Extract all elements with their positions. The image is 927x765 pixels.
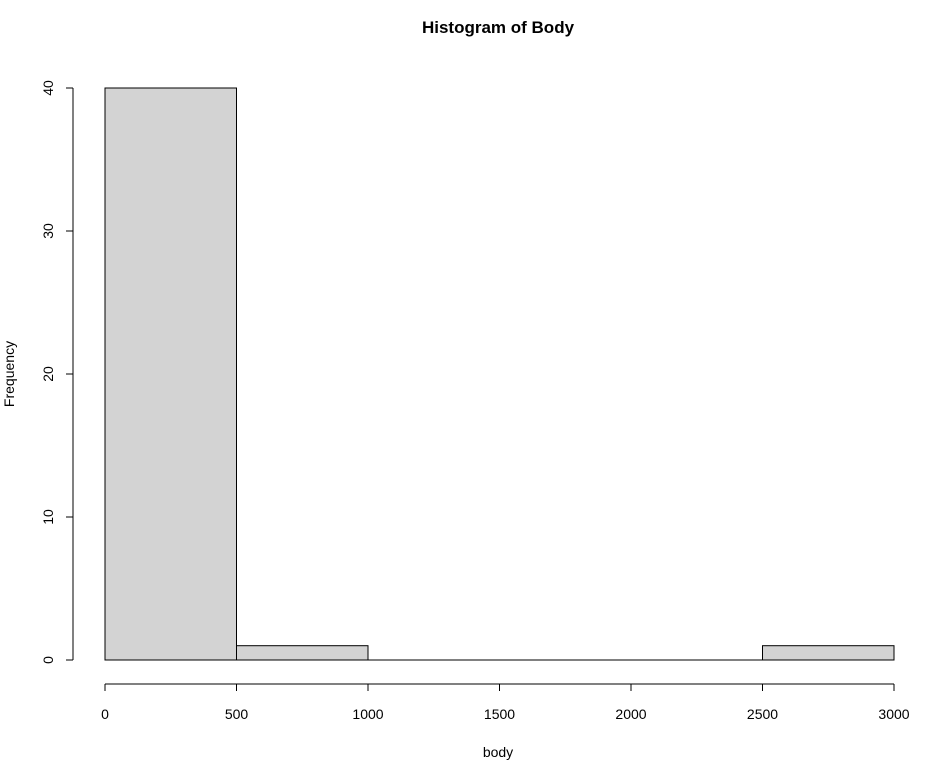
chart-title: Histogram of Body: [422, 18, 575, 37]
y-tick-label: 20: [40, 366, 56, 382]
histogram-bar-5: [762, 645, 895, 661]
y-tick-label: 10: [40, 509, 56, 525]
x-tick-label: 0: [101, 706, 109, 722]
histogram-bars: [104, 87, 895, 661]
y-axis: 0 10 20 30 40: [40, 80, 74, 664]
y-axis-label: Frequency: [1, 341, 17, 407]
histogram-bar-0: [104, 87, 237, 661]
y-tick-label: 30: [40, 223, 56, 239]
x-axis: 0 500 1000 1500 2000 2500 3000: [101, 683, 910, 722]
x-tick-label: 1000: [352, 706, 383, 722]
x-tick-label: 3000: [878, 706, 909, 722]
x-axis-label: body: [483, 744, 513, 760]
x-tick-label: 2500: [747, 706, 778, 722]
x-tick-label: 500: [225, 706, 249, 722]
y-tick-label: 0: [40, 656, 56, 664]
x-tick-label: 1500: [484, 706, 515, 722]
histogram-bar-1: [236, 645, 369, 661]
x-tick-label: 2000: [615, 706, 646, 722]
y-tick-label: 40: [40, 80, 56, 96]
